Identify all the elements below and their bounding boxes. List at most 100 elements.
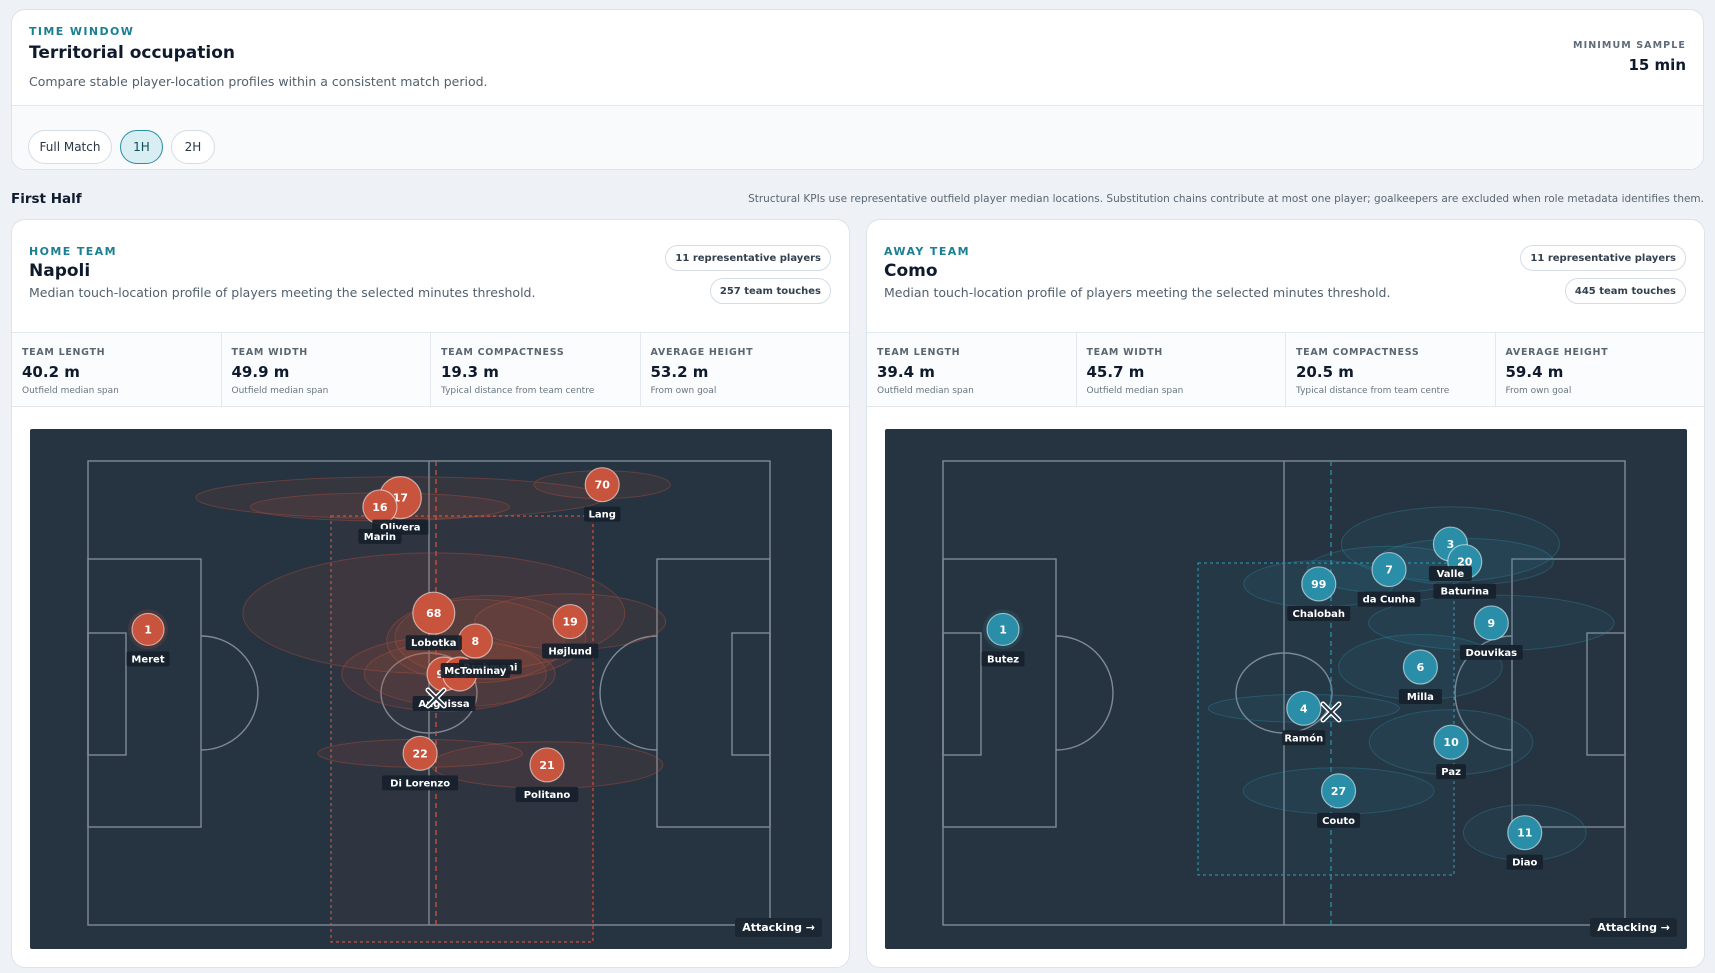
touches-badge: 257 team touches	[709, 278, 831, 304]
player-dot	[1371, 551, 1407, 588]
kpi-sub: Outfield median span	[22, 386, 119, 396]
pitch-svg: 11716688991319702221MeretOliveraMarinLob…	[87, 460, 771, 943]
player-label-bg	[382, 775, 459, 791]
player-dot	[552, 603, 588, 640]
player-name: Di Lorenzo	[390, 778, 450, 789]
player-dot	[1286, 690, 1322, 726]
player-label: Marin	[358, 528, 402, 544]
player-marker[interactable]: 21	[529, 747, 565, 783]
player-dot	[1473, 605, 1509, 641]
player-label: McTominay	[440, 663, 511, 679]
player-label: Politano	[515, 786, 579, 802]
player-number: 11	[1517, 827, 1532, 840]
player-label-bg	[1282, 730, 1326, 746]
player-name: Meret	[131, 654, 164, 665]
kpi-value: 19.3 m	[441, 363, 499, 381]
player-number: 22	[412, 747, 427, 760]
kpi-average-height: Average Height 59.4 m From own goal	[1496, 333, 1705, 406]
player-name: Butez	[987, 654, 1019, 665]
player-name: Ramón	[1284, 732, 1323, 744]
kpi-sub: From own goal	[1505, 386, 1572, 396]
player-label: Diao	[1506, 854, 1543, 870]
time-window-header: Time Window Territorial occupation Compa…	[12, 10, 1703, 106]
player-number: 7	[1385, 564, 1393, 577]
player-dot	[986, 612, 1020, 647]
kpi-label: Average Height	[650, 347, 754, 358]
player-marker[interactable]: 70	[584, 467, 620, 503]
player-label-bg	[1459, 644, 1523, 660]
tab-full-match[interactable]: Full Match	[28, 130, 112, 164]
time-window-eyebrow: Time Window	[29, 25, 135, 38]
player-marker[interactable]: 68	[412, 591, 456, 635]
player-marker[interactable]: 27	[1320, 773, 1357, 809]
player-label: Højlund	[542, 643, 599, 659]
left-penalty-arc	[200, 635, 259, 751]
player-label-bg	[405, 635, 462, 651]
attacking-direction-label: Attacking →	[1590, 918, 1677, 937]
player-number: 6	[1417, 661, 1425, 674]
player-name: Milla	[1407, 692, 1434, 703]
kpi-label: Team Compactness	[1296, 347, 1420, 358]
player-label-bg	[1398, 689, 1442, 705]
player-name: Lang	[589, 510, 616, 521]
player-marker[interactable]: 8	[457, 623, 493, 659]
kpi-average-height: Average Height 53.2 m From own goal	[641, 333, 850, 406]
player-marker[interactable]: 4	[1286, 690, 1322, 726]
player-marker[interactable]: 7	[1371, 551, 1407, 588]
kpi-value: 53.2 m	[650, 363, 709, 381]
player-marker[interactable]: 16	[362, 489, 398, 525]
player-label: Meret	[126, 651, 170, 667]
team-eyebrow: Away Team	[884, 245, 970, 258]
centre-x-inner	[427, 689, 445, 707]
player-label-bg	[126, 651, 170, 667]
player-marker[interactable]: 6	[1402, 649, 1439, 685]
player-number: 1	[999, 623, 1007, 636]
player-marker[interactable]: 19	[552, 603, 588, 640]
player-number: 27	[1331, 785, 1346, 798]
player-label-bg	[1317, 812, 1361, 828]
player-number: 68	[426, 607, 441, 620]
kpi-team-compactness: Team Compactness 20.5 m Typical distance…	[1286, 333, 1496, 406]
centre-circle	[380, 652, 478, 734]
player-marker[interactable]: 99	[1301, 566, 1337, 602]
players-badge: 11 representative players	[1520, 245, 1686, 271]
tab-second-half[interactable]: 2H	[171, 130, 215, 164]
player-label: Milla	[1398, 689, 1442, 705]
player-label: Di Lorenzo	[382, 775, 459, 791]
player-label: da Cunha	[1357, 591, 1421, 607]
player-label-bg	[358, 528, 402, 544]
player-marker[interactable]: 9	[1473, 605, 1509, 641]
player-marker[interactable]: 22	[402, 735, 438, 771]
player-marker[interactable]: 10	[1433, 724, 1469, 760]
player-number: 4	[1300, 702, 1308, 715]
player-number: 19	[563, 616, 578, 629]
tab-first-half[interactable]: 1H	[120, 130, 163, 164]
left-goal-area	[942, 632, 982, 756]
player-label-bg	[1287, 605, 1351, 621]
player-marker[interactable]: 1	[128, 609, 169, 650]
player-dot	[412, 591, 456, 635]
right-penalty-arc	[1454, 635, 1513, 751]
kpi-team-length: Team Length 40.2 m Outfield median span	[12, 333, 222, 406]
player-label-bg	[584, 506, 621, 522]
left-penalty-area	[87, 558, 202, 828]
player-label-bg	[1433, 583, 1497, 599]
player-number: 9	[1487, 617, 1495, 630]
kpi-value: 39.4 m	[877, 363, 935, 381]
player-number: 21	[539, 759, 554, 772]
player-marker[interactable]: 1	[983, 609, 1024, 650]
player-name: Paz	[1441, 767, 1461, 778]
kpi-team-width: Team Width 49.9 m Outfield median span	[222, 333, 431, 406]
kpi-strip: Team Length 39.4 m Outfield median span …	[867, 332, 1704, 407]
kpi-value: 59.4 m	[1505, 363, 1564, 381]
player-label-bg	[1506, 854, 1543, 870]
pitch-lines	[942, 460, 1626, 926]
player-label-bg	[981, 651, 1025, 667]
player-name: Valle	[1437, 569, 1465, 580]
player-number: 99	[1311, 578, 1326, 591]
player-marker[interactable]: 11	[1507, 815, 1543, 851]
kpi-team-length: Team Length 39.4 m Outfield median span	[867, 333, 1077, 406]
team-header: Home Team Napoli Median touch-location p…	[12, 220, 849, 332]
player-label: Couto	[1317, 812, 1361, 828]
